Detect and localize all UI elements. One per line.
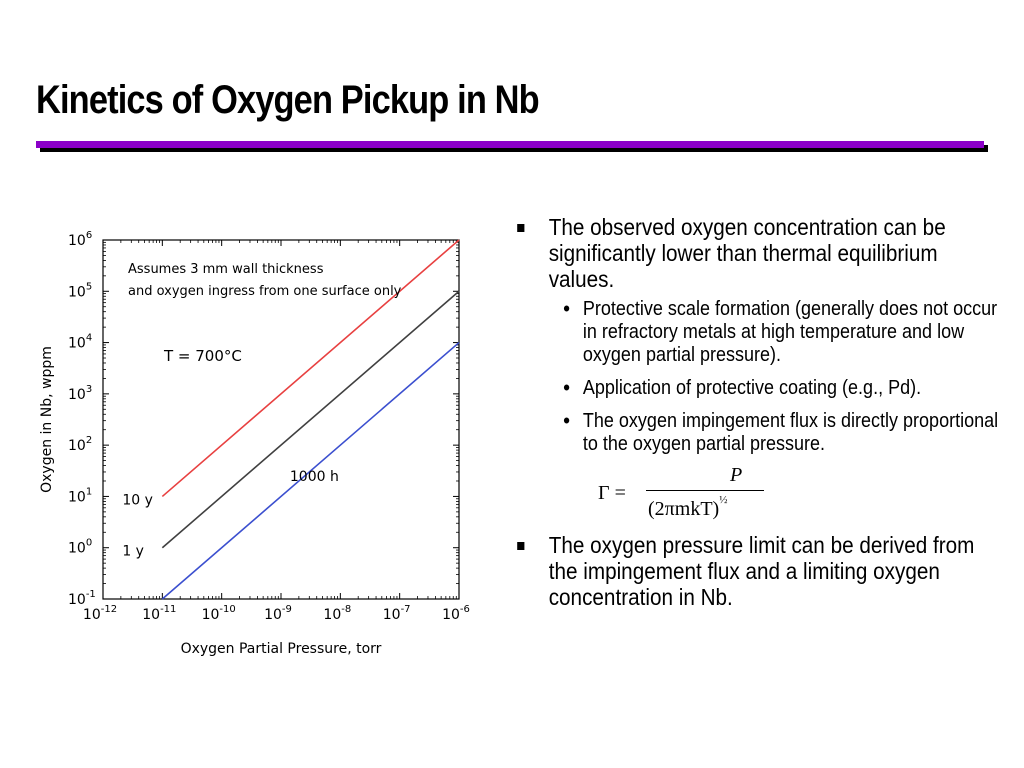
x-tick-label: 10-8: [323, 604, 351, 623]
series-label: 1 y: [122, 544, 144, 560]
x-tick-label: 10-9: [264, 604, 292, 623]
bullet-text: The oxygen pressure limit can be derived…: [548, 532, 975, 610]
y-axis-label: Oxygen in Nb, wppm: [39, 346, 55, 493]
y-tick-label: 105: [68, 281, 92, 300]
y-tick-label: 106: [68, 230, 92, 249]
bullet-item: The observed oxygen concentration can be…: [510, 214, 999, 456]
title-rule-shadow: [40, 145, 988, 152]
bullet-item: The oxygen pressure limit can be derived…: [510, 532, 999, 610]
sub-bullet-item: • Application of protective coating (e.g…: [549, 377, 999, 400]
series-line: [161, 239, 460, 498]
x-tick-label: 10-7: [383, 604, 411, 623]
formula-denominator-text: (2πmkT): [648, 498, 720, 520]
formula-lhs: Γ =: [598, 482, 626, 504]
bullet-square-icon: [517, 542, 525, 550]
slide-title: Kinetics of Oxygen Pickup in Nb: [36, 78, 540, 122]
bullet-list: The observed oxygen concentration can be…: [510, 214, 998, 618]
sub-bullet-item: • Protective scale formation (generally …: [549, 298, 999, 367]
x-tick-label: 10-11: [142, 604, 176, 623]
title-rule: [36, 141, 984, 148]
series-label: 1000 h: [290, 469, 339, 485]
y-tick-label: 102: [68, 435, 92, 454]
sub-bullet-text: Protective scale formation (generally do…: [582, 298, 998, 366]
y-tick-label: 100: [68, 538, 92, 557]
annotation-note-line: and oxygen ingress from one surface only: [128, 284, 402, 299]
chart: 10-12 10-11 10-10 10-9 10-8 10-7 10-6 10-1 100 10…: [20, 220, 490, 670]
formula-denominator: (2πmkT)½: [648, 494, 727, 521]
y-tick-label: 10-1: [68, 589, 96, 608]
bullet-dot-icon: •: [563, 375, 571, 400]
annotation-note-line: Assumes 3 mm wall thickness: [128, 262, 324, 277]
bullet-text: The observed oxygen concentration can be…: [548, 214, 946, 292]
x-axis-label: Oxygen Partial Pressure, torr: [181, 641, 382, 657]
fraction-bar: [646, 490, 764, 491]
sub-bullet-item: • The oxygen impingement flux is directl…: [549, 410, 999, 456]
series-line: [161, 341, 460, 600]
y-tick-label: 103: [68, 384, 92, 403]
x-tick-label: 10-10: [202, 604, 236, 623]
bullet-dot-icon: •: [563, 408, 571, 433]
formula-numerator: P: [730, 464, 743, 486]
x-tick-label: 10-6: [442, 604, 470, 623]
formula-exponent: ½: [719, 494, 728, 506]
bullet-square-icon: [517, 224, 525, 232]
y-tick-label: 104: [68, 333, 92, 352]
annotation-temperature: T = 700°C: [163, 347, 242, 365]
series-label: 10 y: [122, 492, 153, 508]
chart-svg: 10-12 10-11 10-10 10-9 10-8 10-7 10-6 10-1 100 10…: [39, 230, 470, 657]
sub-bullet-text: The oxygen impingement flux is directly …: [582, 410, 999, 455]
y-tick-label: 101: [68, 486, 92, 505]
series-line: [161, 290, 460, 549]
sub-bullet-text: Application of protective coating (e.g.,…: [582, 377, 922, 399]
impingement-flux-formula: Γ = P (2πmkT)½: [568, 464, 768, 532]
x-tick-label: 10-12: [83, 604, 117, 623]
bullet-dot-icon: •: [563, 296, 571, 321]
